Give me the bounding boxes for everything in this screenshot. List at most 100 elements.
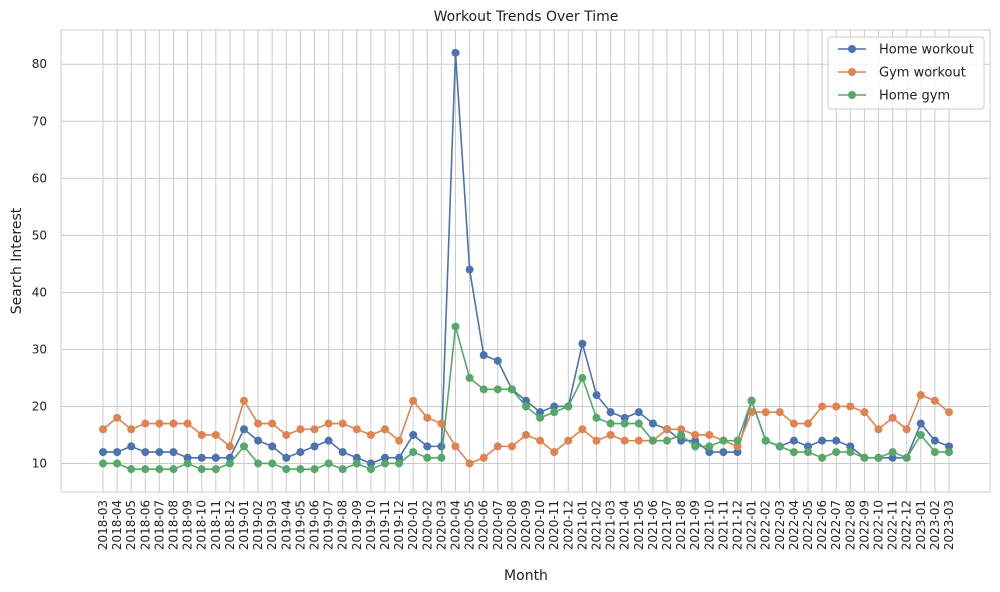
x-tick-label: 2019-06 bbox=[308, 500, 322, 550]
data-point bbox=[860, 408, 869, 417]
data-point bbox=[352, 425, 361, 434]
data-point bbox=[916, 419, 925, 428]
data-point bbox=[282, 430, 291, 439]
x-tick-label: 2023-03 bbox=[942, 500, 956, 550]
data-point bbox=[155, 448, 164, 457]
data-point bbox=[832, 402, 841, 411]
y-axis-label: Search Interest bbox=[9, 207, 25, 314]
data-point bbox=[169, 465, 178, 474]
data-point bbox=[113, 459, 122, 468]
legend-item: Home workout bbox=[838, 43, 974, 58]
x-tick-label: 2019-07 bbox=[322, 500, 336, 550]
data-point bbox=[225, 459, 234, 468]
data-point bbox=[634, 436, 643, 445]
x-tick-label: 2022-03 bbox=[773, 500, 787, 550]
data-point bbox=[874, 425, 883, 434]
x-tick-label: 2019-09 bbox=[350, 500, 364, 550]
data-point bbox=[197, 453, 206, 462]
x-tick-label: 2022-07 bbox=[829, 500, 843, 550]
data-point bbox=[592, 391, 601, 400]
x-tick-label: 2021-08 bbox=[674, 500, 688, 550]
x-tick-label: 2023-02 bbox=[928, 500, 942, 550]
data-point bbox=[606, 408, 615, 417]
x-tick-label: 2020-11 bbox=[547, 500, 561, 550]
x-tick-label: 2019-08 bbox=[336, 500, 350, 550]
data-point bbox=[254, 459, 263, 468]
data-point bbox=[536, 436, 545, 445]
x-tick-label: 2021-10 bbox=[702, 500, 716, 550]
data-point bbox=[620, 413, 629, 422]
data-point bbox=[493, 385, 502, 394]
x-tick-label: 2021-02 bbox=[590, 500, 604, 550]
x-tick-label: 2022-01 bbox=[745, 500, 759, 550]
data-point bbox=[99, 459, 107, 468]
data-point bbox=[564, 402, 573, 411]
data-point bbox=[366, 465, 375, 474]
x-tick-label: 2019-11 bbox=[378, 500, 392, 550]
data-point bbox=[691, 442, 700, 451]
data-point bbox=[381, 425, 389, 434]
x-tick-label: 2021-09 bbox=[688, 500, 702, 550]
data-point bbox=[663, 425, 671, 434]
plot-frame bbox=[60, 29, 991, 493]
x-tick-label: 2018-11 bbox=[209, 500, 223, 550]
x-tick-label: 2019-01 bbox=[237, 500, 251, 550]
data-point bbox=[310, 425, 319, 434]
x-axis-label: Month bbox=[504, 568, 548, 584]
data-point bbox=[183, 453, 192, 462]
data-point bbox=[352, 453, 361, 462]
data-point bbox=[338, 465, 347, 474]
data-point bbox=[437, 419, 446, 428]
data-point bbox=[606, 419, 615, 428]
x-tick-label: 2021-12 bbox=[731, 500, 745, 550]
data-point bbox=[282, 453, 291, 462]
x-tick-label: 2021-01 bbox=[575, 500, 589, 550]
x-tick-label: 2018-04 bbox=[110, 500, 124, 550]
data-point bbox=[930, 448, 939, 457]
data-point bbox=[634, 408, 643, 417]
data-point bbox=[592, 436, 601, 445]
x-tick-label: 2019-04 bbox=[279, 500, 293, 550]
data-point bbox=[818, 402, 827, 411]
data-point bbox=[310, 465, 319, 474]
data-point bbox=[606, 430, 615, 439]
x-tick-label: 2022-05 bbox=[801, 500, 815, 550]
data-point bbox=[381, 453, 389, 462]
data-point bbox=[296, 448, 305, 457]
legend-label: Home workout bbox=[879, 43, 974, 58]
data-point bbox=[789, 448, 798, 457]
data-point bbox=[127, 425, 136, 434]
data-point bbox=[451, 322, 460, 331]
data-point bbox=[522, 430, 530, 439]
data-point bbox=[225, 442, 234, 451]
x-tick-label: 2020-10 bbox=[533, 500, 547, 550]
data-point bbox=[409, 448, 418, 457]
data-point bbox=[197, 430, 206, 439]
x-tick-label: 2019-10 bbox=[364, 500, 378, 550]
data-point bbox=[789, 436, 798, 445]
x-tick-label: 2018-03 bbox=[96, 500, 110, 550]
data-point bbox=[381, 459, 389, 468]
data-point bbox=[338, 448, 347, 457]
x-tick-labels: 2018-03 2018-04 2018-05 2018-06 2018-07 2018-… bbox=[96, 500, 956, 550]
data-point bbox=[719, 436, 728, 445]
data-point bbox=[211, 465, 220, 474]
data-point bbox=[451, 48, 460, 57]
data-point bbox=[761, 436, 770, 445]
data-point bbox=[818, 436, 827, 445]
x-tick-label: 2022-02 bbox=[759, 500, 773, 550]
x-tick-label: 2019-12 bbox=[392, 500, 406, 550]
data-point bbox=[846, 402, 855, 411]
data-point bbox=[338, 419, 347, 428]
data-point bbox=[677, 430, 686, 439]
data-point bbox=[155, 419, 164, 428]
data-point bbox=[423, 413, 432, 422]
data-point bbox=[775, 408, 784, 417]
data-point bbox=[578, 373, 587, 382]
data-point bbox=[578, 339, 587, 348]
x-tick-label: 2021-11 bbox=[716, 500, 730, 550]
x-tick-label: 2018-06 bbox=[138, 500, 152, 550]
legend-marker bbox=[848, 45, 856, 53]
x-tick-label: 2020-08 bbox=[505, 500, 519, 550]
